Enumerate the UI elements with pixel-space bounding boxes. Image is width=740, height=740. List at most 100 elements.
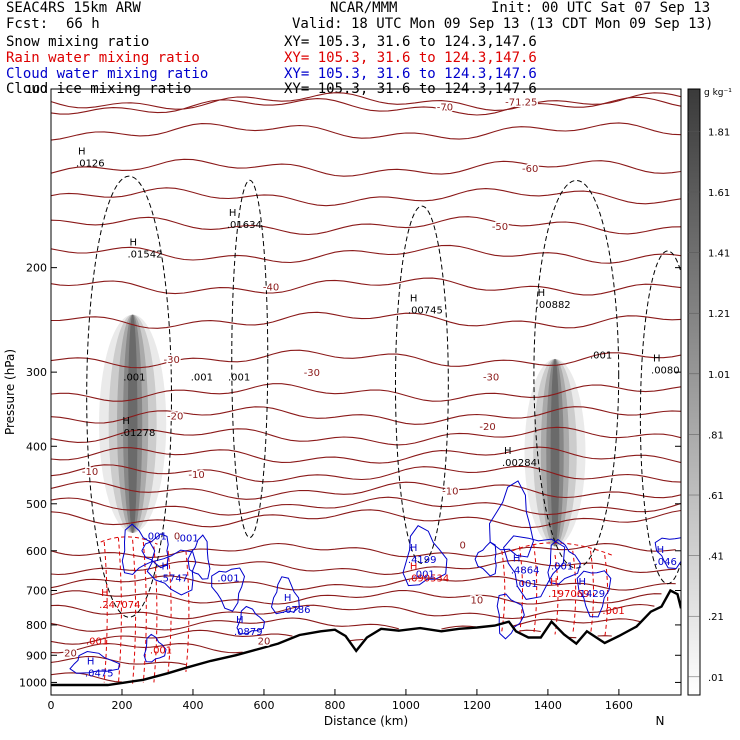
maximum-value: .1429 [576, 589, 605, 600]
rain-contour [103, 541, 108, 683]
y-tick-label: 700 [26, 585, 47, 598]
temperature-label: -10 [188, 470, 204, 481]
snow-core [99, 314, 167, 533]
rain-contour [100, 536, 158, 545]
snow-core-shade [546, 358, 564, 547]
maximum-h-marker: H [78, 147, 86, 158]
temperature-contour [51, 187, 681, 207]
temperature-contour [51, 655, 187, 666]
temperature-label: -71.25 [505, 98, 537, 109]
y-tick-label: 1000 [19, 676, 47, 689]
temperature-contour [51, 464, 681, 483]
temperature-label: -10 [442, 487, 458, 498]
legend-snow: Snow mixing ratio [6, 34, 150, 50]
temperature-label: -30 [304, 368, 320, 379]
temperature-contour [51, 277, 681, 296]
cloud-water-contour [236, 605, 266, 635]
temperature-contour [51, 603, 655, 620]
maximum-h-marker: H [513, 553, 521, 564]
colorbar-tick-label: 1.81 [708, 127, 730, 138]
x-tick-label: 1400 [534, 699, 562, 712]
y-tick-label: 200 [26, 262, 47, 275]
rain-contour [512, 542, 612, 556]
maximum-value: .0879 [234, 627, 263, 638]
x-tick-label: 1200 [463, 699, 491, 712]
x-tick-label: 400 [182, 699, 203, 712]
snow-core-shade [550, 358, 560, 547]
y-tick-label: 900 [26, 649, 47, 662]
cloud-water-contour [270, 576, 300, 615]
rain-contour [132, 539, 137, 684]
temperature-label: -40 [263, 282, 279, 293]
temperature-label: 0 [174, 531, 180, 542]
snow-core-shade [99, 314, 167, 533]
cloud-water-contour [146, 549, 197, 596]
colorbar-tick-label: 1.01 [708, 370, 730, 381]
x-tick-label: 0 [48, 699, 55, 712]
rain-contour [604, 554, 609, 638]
temperature-contour [51, 559, 676, 576]
maximum-h-marker: H [657, 545, 665, 556]
maximum-value: .0475 [85, 668, 114, 679]
maximum-h-marker: H [284, 593, 292, 604]
temperature-contour [51, 589, 662, 605]
north-label: N [656, 714, 665, 728]
maximum-value: .00284 [502, 458, 537, 469]
y-tick-label: 800 [26, 619, 47, 632]
colorbar-tick-label: .01 [708, 673, 724, 684]
colorbar-tick-label: 1.21 [708, 309, 730, 320]
cloud-ice-contour [533, 179, 620, 569]
forecast-hours: 66 h [66, 16, 100, 32]
colorbar-tick-label: 1.41 [708, 249, 730, 260]
temperature-contour [51, 311, 681, 329]
maximum-h-marker: H [653, 353, 661, 364]
contour-value-label: .001 [515, 579, 537, 590]
contour-value-label: .001 [86, 637, 108, 648]
colorbar-unit: g kg⁻¹ [704, 88, 732, 98]
x-tick-label: 800 [324, 699, 345, 712]
maximum-h-marker: H [101, 588, 109, 599]
maximum-value: .0080 [651, 365, 680, 376]
temperature-contour [51, 446, 681, 464]
model-title: SEAC4RS 15km ARW [6, 0, 141, 16]
cloud-ice-contour [86, 175, 172, 618]
center-title: NCAR/MMM [330, 0, 398, 16]
temperature-label: 20 [258, 637, 271, 648]
contour-labels: -71.25 -70 -60 -50 -40 -30 -30 -30 -20 -20 -10 -10 -… [63, 96, 680, 679]
legend-cloud-water-xy: XY= 105.3, 31.6 to 124.3,147.6 [284, 66, 537, 82]
temperature-contour [51, 575, 676, 591]
temperature-contour [51, 349, 681, 369]
rain-contour [519, 546, 523, 635]
rain-contour [590, 550, 594, 635]
cloud-ice-contour [231, 179, 269, 539]
contour-value-label: .001 [217, 573, 239, 584]
maximum-h-marker: H [130, 238, 138, 249]
contour-value-label: .001 [602, 606, 624, 617]
cloud-water-contour [69, 650, 120, 674]
maximum-value: .00745 [408, 306, 443, 317]
y-tick-label: 300 [26, 366, 47, 379]
contour-value-label: .001 [228, 372, 250, 383]
cloud-water-contour [654, 537, 681, 570]
valid-time: Valid: 18 UTC Mon 09 Sep 13 (13 CDT Mon … [292, 16, 714, 32]
init-time: Init: 00 UTC Sat 07 Sep 13 [491, 0, 711, 16]
maximum-h-marker: H [87, 656, 95, 667]
cloud-water-contour [503, 535, 566, 600]
snow-core [524, 358, 586, 547]
contour-value-label: .001 [123, 372, 145, 383]
y-tick-label: 600 [26, 545, 47, 558]
contour-value-label: .001 [177, 534, 199, 545]
contour-value-label: .001 [145, 531, 167, 542]
temperature-contour [51, 96, 681, 116]
y-tick-label-top: 100 [26, 83, 47, 96]
maximum-h-marker: H [410, 294, 418, 305]
maximum-h-marker: H [538, 288, 546, 299]
maximum-h-marker: H [550, 577, 558, 588]
snow-core-shade [123, 314, 143, 533]
maximum-value: .247074 [99, 600, 140, 611]
cloud-water-contour [576, 570, 612, 618]
snow-core-shade [117, 314, 149, 533]
colorbar-tick-label: .81 [708, 430, 724, 441]
